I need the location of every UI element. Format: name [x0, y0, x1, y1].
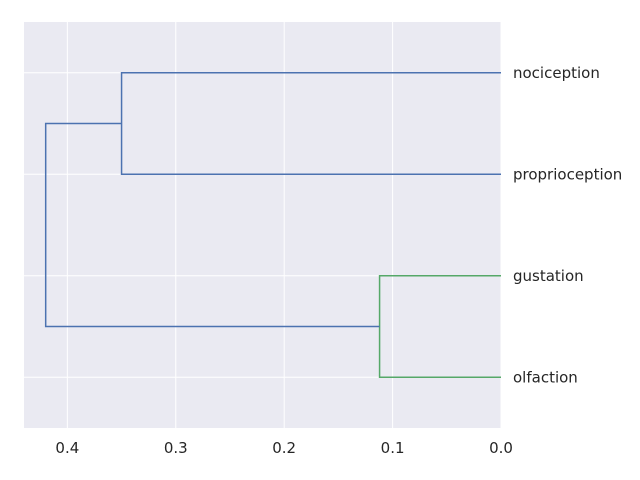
dendrogram-link-2 [44, 122, 380, 328]
x-tick-label: 0.0 [489, 439, 513, 457]
leaf-label: nociception [513, 64, 600, 82]
plot-background [24, 22, 501, 428]
x-tick-label: 0.3 [164, 439, 188, 457]
dendrogram-links [44, 72, 501, 378]
leaf-label: proprioception [513, 165, 622, 183]
x-axis-ticks: 0.4 0.3 0.2 0.1 0.0 [55, 439, 512, 457]
x-tick-label: 0.4 [55, 439, 79, 457]
dendrogram-link-1 [378, 275, 501, 378]
leaf-label: olfaction [513, 368, 578, 386]
leaf-labels: nociception proprioception gustation olfact… [513, 64, 622, 387]
leaf-label: gustation [513, 267, 584, 285]
x-tick-label: 0.1 [381, 439, 405, 457]
x-tick-label: 0.2 [272, 439, 296, 457]
